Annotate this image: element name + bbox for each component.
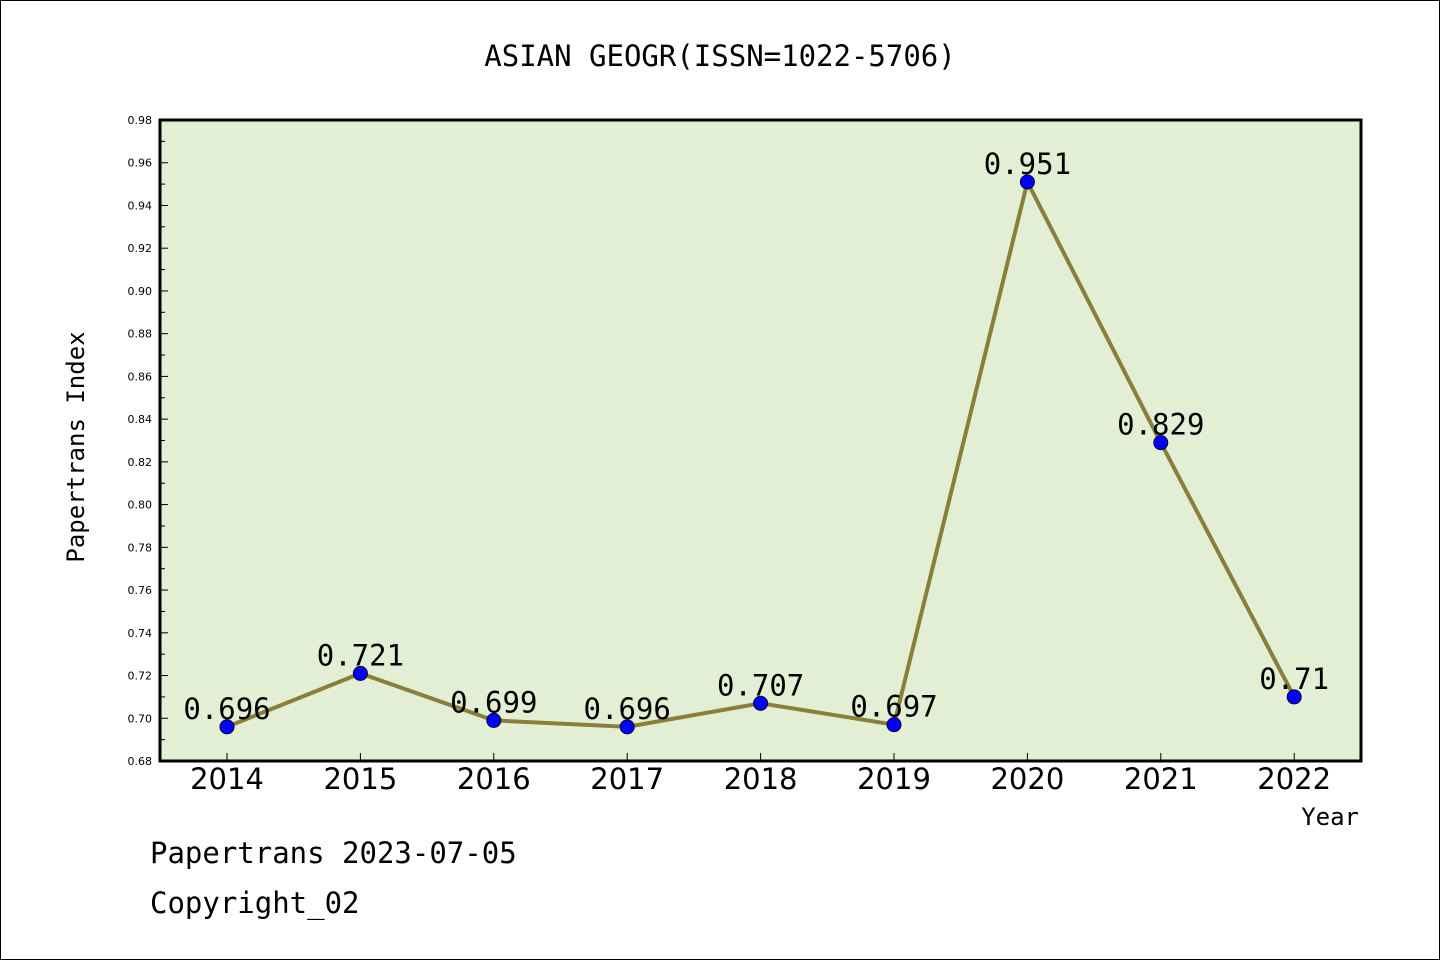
data-labels: 0.696 0.721 0.699 0.696 0.707 0.697 0.951 0.829… <box>183 147 1329 726</box>
chart-title: ASIAN GEOGR(ISSN=1022-5706) <box>484 39 955 73</box>
series-papertrans-index <box>219 174 1302 735</box>
y-axis-title: Papertrans Index <box>62 331 90 562</box>
data-label: 0.71 <box>1259 662 1329 696</box>
x-tick-label: 2019 <box>857 762 931 796</box>
y-tick-label: 0.68 <box>128 755 153 768</box>
footer-date: Papertrans 2023-07-05 <box>150 836 517 870</box>
y-tick-label: 0.96 <box>128 157 153 170</box>
data-label: 0.951 <box>984 147 1071 181</box>
x-tick-label: 2016 <box>457 762 531 796</box>
data-point <box>486 712 502 728</box>
data-label: 0.721 <box>317 638 404 672</box>
footer-copyright: Copyright_02 <box>150 886 360 920</box>
y-tick-label: 0.78 <box>128 541 153 554</box>
x-tick-label: 2021 <box>1124 762 1198 796</box>
y-tick-label: 0.86 <box>128 370 153 383</box>
data-label: 0.697 <box>850 690 937 724</box>
x-tick-label: 2017 <box>590 762 664 796</box>
y-tick-label: 0.70 <box>128 712 153 725</box>
x-tick-label: 2022 <box>1257 762 1331 796</box>
y-tick-label: 0.82 <box>128 456 153 469</box>
data-label: 0.829 <box>1117 408 1204 442</box>
data-label: 0.699 <box>450 685 537 719</box>
x-tick-label: 2018 <box>724 762 798 796</box>
x-axis-title: Year <box>1301 803 1359 831</box>
y-tick-label: 0.94 <box>128 199 153 212</box>
data-point <box>352 665 368 681</box>
y-tick-label: 0.74 <box>128 627 153 640</box>
y-tick-label: 0.76 <box>128 584 153 597</box>
x-tick-label: 2020 <box>990 762 1064 796</box>
data-point <box>219 719 235 735</box>
data-label: 0.696 <box>183 692 270 726</box>
data-point <box>1153 435 1169 451</box>
data-point <box>1019 174 1035 190</box>
y-tick-label: 0.98 <box>128 114 153 127</box>
y-tick-label: 0.92 <box>128 242 153 255</box>
data-label: 0.696 <box>584 692 671 726</box>
data-point <box>1286 689 1302 705</box>
y-tick-label: 0.84 <box>128 413 153 426</box>
data-point <box>619 719 635 735</box>
data-label: 0.707 <box>717 668 804 702</box>
y-tick-label: 0.80 <box>128 499 153 512</box>
data-point <box>886 717 902 733</box>
x-tick-label: 2014 <box>190 762 264 796</box>
y-tick-label: 0.88 <box>128 328 153 341</box>
y-axis: 0.68 0.70 0.72 0.74 0.76 0.78 0.80 0.82 0.84 0.86… <box>128 114 168 768</box>
x-tick-label: 2015 <box>323 762 397 796</box>
y-tick-label: 0.90 <box>128 285 153 298</box>
x-axis: 2014 2015 2016 2017 2018 2019 2020 2021 2022 <box>190 753 1331 796</box>
y-tick-label: 0.72 <box>128 670 153 683</box>
data-point <box>753 695 769 711</box>
